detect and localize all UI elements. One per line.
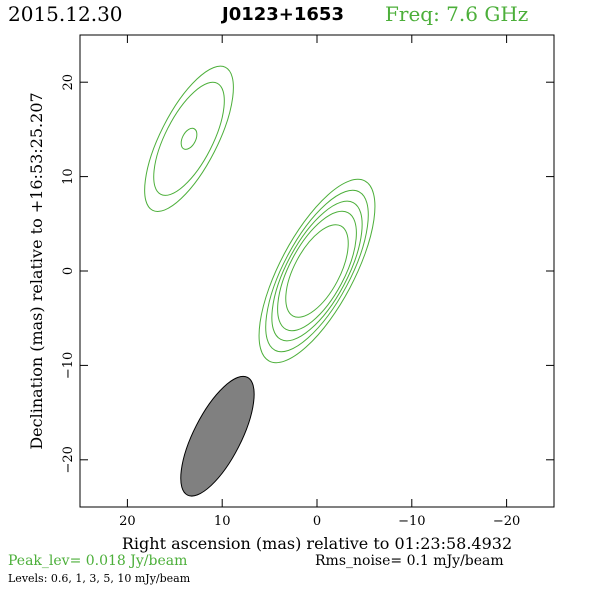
contour-lines: [144, 65, 376, 364]
x-tick-label: −20: [493, 514, 520, 529]
plot-frame: [79, 34, 555, 508]
x-tick-label: −10: [398, 514, 425, 529]
contour-line-0.6-comp0: [258, 178, 376, 364]
contour-line-10-comp0: [285, 224, 349, 318]
y-tick-label: −10: [61, 352, 76, 379]
y-tick-label: 0: [61, 267, 76, 275]
tick-labels: 20 10 0 −10 −20 20 10 0 −10 −20: [61, 74, 520, 529]
contour-line-0.6-comp1: [144, 65, 234, 212]
x-tick-label: 10: [214, 514, 231, 529]
contour-levels: Levels: 0.6, 1, 3, 5, 10 mJy/beam: [8, 572, 191, 585]
x-tick-label: 0: [313, 514, 321, 529]
frequency-label: Freq: 7.6 GHz: [385, 2, 529, 26]
x-tick-label: 20: [119, 514, 136, 529]
contour-line-1-comp0: [265, 189, 369, 353]
observation-date: 2015.12.30: [8, 2, 123, 26]
peak-level: Peak_lev= 0.018 Jy/beam: [8, 553, 188, 569]
y-axis-title: Declination (mas) relative to +16:53:25.…: [27, 92, 46, 449]
axis-ticks: [80, 35, 554, 507]
rms-noise: Rms_noise= 0.1 mJy/beam: [315, 553, 504, 569]
source-name: J0123+1653: [222, 4, 344, 25]
beam-ellipse-group: [180, 375, 255, 497]
contour-line-3-comp1: [180, 127, 198, 150]
contour-line-1-comp1: [153, 81, 225, 196]
contour-line-3-comp0: [271, 200, 363, 342]
x-axis-title: Right ascension (mas) relative to 01:23:…: [122, 534, 512, 553]
y-tick-label: −20: [61, 446, 76, 473]
y-tick-label: 10: [61, 168, 76, 185]
contour-line-5-comp0: [277, 210, 357, 332]
y-tick-label: 20: [61, 74, 76, 91]
beam-ellipse: [180, 375, 255, 497]
